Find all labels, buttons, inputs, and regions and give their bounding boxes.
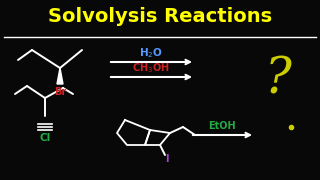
Text: EtOH: EtOH [208, 121, 236, 131]
Text: H$_2$O: H$_2$O [139, 46, 163, 60]
Text: Br: Br [54, 87, 66, 97]
Text: I: I [165, 154, 169, 164]
Text: Solvolysis Reactions: Solvolysis Reactions [48, 8, 272, 26]
Text: ?: ? [265, 55, 292, 105]
Text: Cl: Cl [39, 133, 51, 143]
Text: CH$_3$OH: CH$_3$OH [132, 61, 170, 75]
Polygon shape [57, 68, 63, 84]
